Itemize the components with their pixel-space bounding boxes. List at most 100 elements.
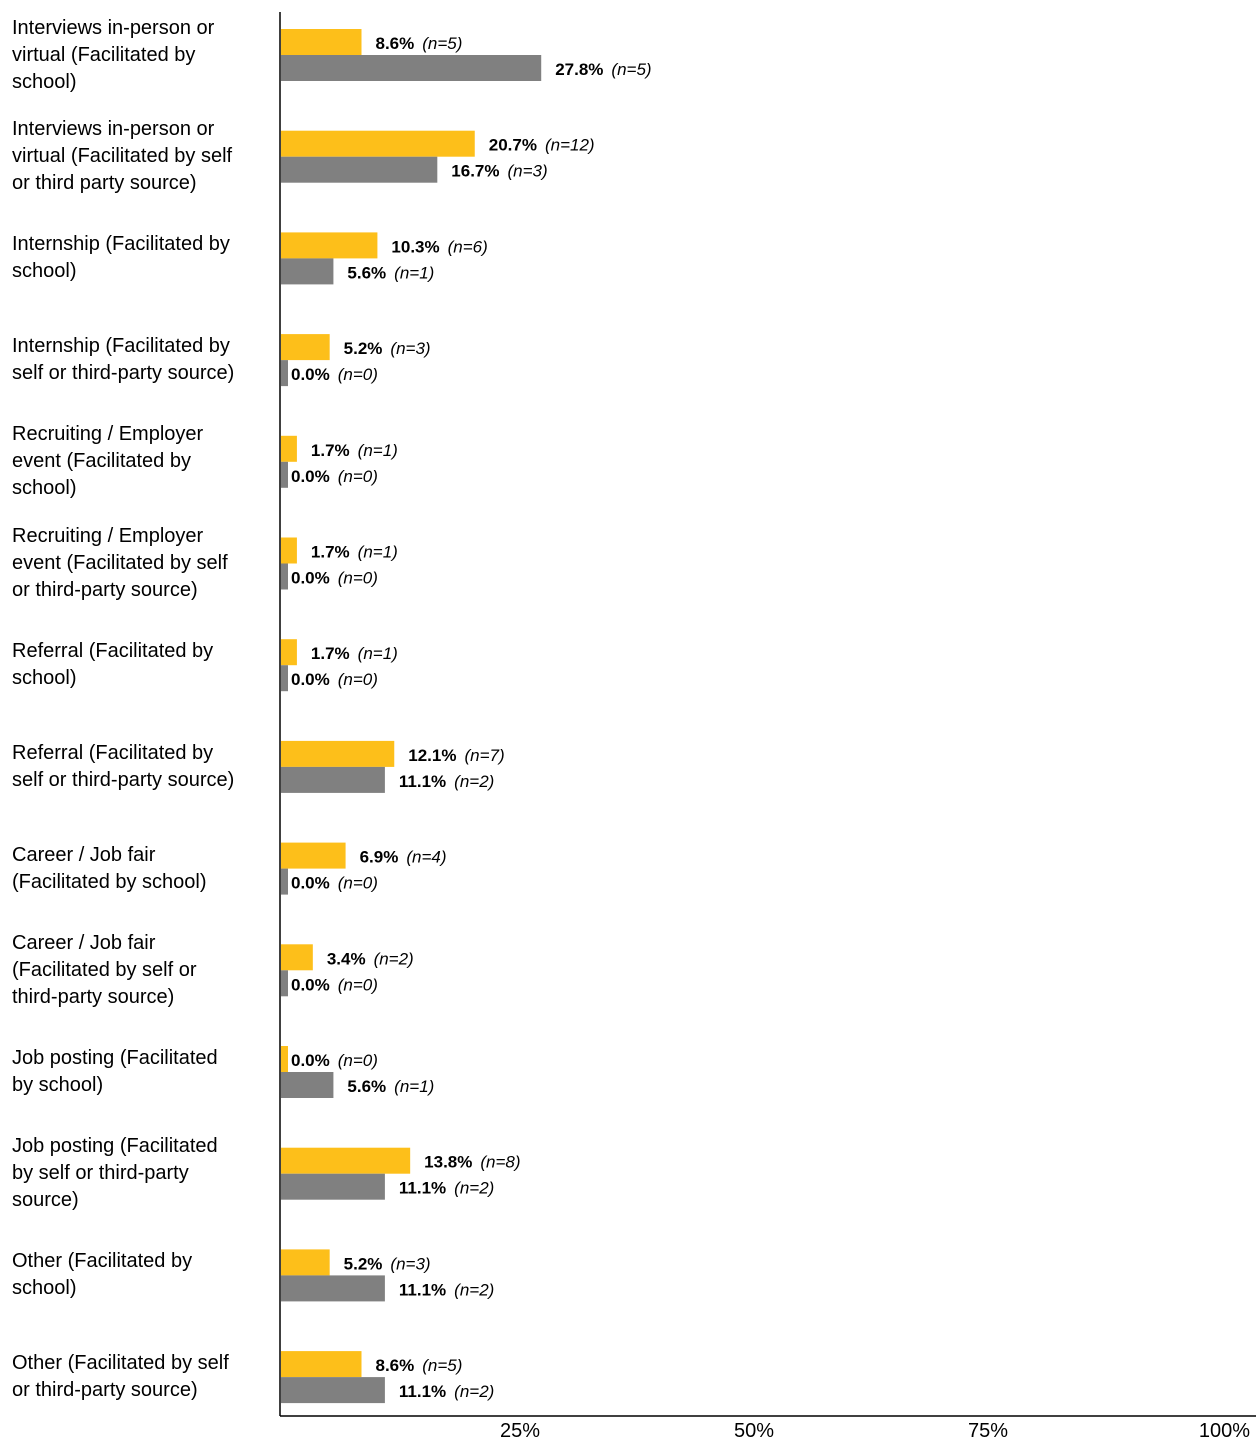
bar [281, 970, 288, 997]
n-label: (n=3) [390, 1254, 430, 1273]
bar [281, 868, 288, 895]
value-label: 13.8% [424, 1153, 472, 1172]
category-label: Job posting (Facilitated by self or thir… [12, 1135, 218, 1212]
category-label: Career / Job fair (Facilitated by self o… [12, 931, 197, 1008]
bar [281, 537, 297, 564]
value-label: 27.8% [555, 60, 603, 79]
n-label: (n=0) [338, 467, 378, 486]
value-label: 11.1% [399, 1179, 446, 1198]
data-label: 0.0% (n=0) [291, 874, 378, 893]
bar [281, 1275, 385, 1302]
bar [281, 1249, 330, 1276]
x-tick-label: 50% [733, 1420, 774, 1442]
category-label: Job posting (Facilitated by school) [12, 1047, 218, 1096]
bar [281, 665, 288, 692]
n-label: (n=12) [545, 136, 595, 155]
n-label: (n=0) [338, 670, 378, 689]
data-label: 1.7% (n=1) [311, 543, 398, 562]
data-label: 5.6% (n=1) [347, 263, 434, 282]
data-label: 0.0% (n=0) [291, 569, 378, 588]
n-label: (n=0) [338, 874, 378, 893]
category-label: Internship (Facilitated by school) [12, 233, 230, 283]
n-label: (n=5) [422, 1356, 462, 1375]
value-label: 0.0% [291, 975, 330, 994]
value-label: 11.1% [399, 1382, 446, 1401]
value-label: 8.6% [375, 1356, 414, 1375]
data-label: 12.1% (n=7) [408, 746, 504, 765]
data-label: 0.0% (n=0) [291, 365, 378, 384]
n-label: (n=1) [358, 644, 398, 663]
category-label: Interviews in-person or virtual (Facilit… [12, 118, 233, 195]
value-label: 0.0% [291, 467, 330, 486]
bar [281, 563, 288, 590]
bar [281, 1072, 334, 1098]
category-label: Recruiting / Employer event (Facilitated… [12, 525, 228, 601]
data-label: 0.0% (n=0) [291, 670, 378, 689]
value-label: 1.7% [311, 644, 350, 663]
value-label: 12.1% [408, 746, 456, 765]
n-label: (n=2) [454, 1280, 494, 1299]
x-tick-label: 75% [967, 1420, 1008, 1442]
category-label: Other (Facilitated by self or third-part… [12, 1352, 229, 1402]
n-label: (n=0) [338, 365, 378, 384]
data-label: 0.0% (n=0) [291, 467, 378, 486]
data-label: 1.7% (n=1) [311, 644, 398, 663]
value-label: 0.0% [291, 670, 330, 689]
bar [281, 1173, 385, 1200]
bar [281, 232, 378, 259]
value-label: 8.6% [375, 34, 414, 53]
category-label: Referral (Facilitated by school) [12, 640, 214, 690]
value-label: 11.1% [399, 1280, 446, 1299]
value-label: 1.7% [311, 441, 350, 460]
data-label: 11.1% (n=2) [399, 1179, 494, 1198]
value-label: 5.6% [347, 263, 386, 282]
value-label: 16.7% [451, 162, 499, 181]
bar [281, 944, 313, 971]
data-label: 20.7% (n=12) [489, 136, 595, 155]
data-label: 5.2% (n=3) [344, 339, 431, 358]
x-tick-label: 100% [1198, 1420, 1250, 1442]
n-label: (n=5) [611, 60, 651, 79]
n-label: (n=1) [358, 441, 398, 460]
data-label: 27.8% (n=5) [555, 60, 651, 79]
data-label: 0.0% (n=0) [291, 1051, 378, 1070]
value-label: 0.0% [291, 569, 330, 588]
value-label: 5.2% [344, 1254, 383, 1273]
bar [281, 1351, 362, 1378]
bar [281, 766, 385, 793]
bar [281, 639, 297, 666]
data-label: 0.0% (n=0) [291, 975, 378, 994]
category-label: Recruiting / Employer event (Facilitated… [12, 423, 204, 500]
n-label: (n=8) [480, 1153, 520, 1172]
value-label: 5.2% [344, 339, 383, 358]
bar [281, 1147, 411, 1174]
data-label: 8.6% (n=5) [375, 1356, 462, 1375]
n-label: (n=3) [390, 339, 430, 358]
data-label: 5.6% (n=1) [347, 1077, 434, 1096]
value-label: 11.1% [399, 772, 446, 791]
n-label: (n=1) [358, 543, 398, 562]
value-label: 5.6% [347, 1077, 386, 1096]
value-label: 6.9% [360, 848, 399, 867]
data-label: 11.1% (n=2) [399, 772, 494, 791]
bar [281, 1046, 288, 1072]
bar [281, 130, 475, 157]
x-tick-label: 25% [499, 1420, 540, 1442]
n-label: (n=2) [454, 1382, 494, 1401]
data-label: 13.8% (n=8) [424, 1153, 520, 1172]
data-label: 16.7% (n=3) [451, 162, 547, 181]
n-label: (n=0) [338, 569, 378, 588]
category-label: Interviews in-person or virtual (Facilit… [12, 16, 215, 93]
data-label: 5.2% (n=3) [344, 1254, 431, 1273]
n-label: (n=3) [508, 162, 548, 181]
bar [281, 435, 297, 462]
data-label: 11.1% (n=2) [399, 1382, 494, 1401]
n-label: (n=0) [338, 975, 378, 994]
n-label: (n=7) [464, 746, 504, 765]
bar [281, 55, 542, 81]
value-label: 10.3% [391, 237, 439, 256]
category-label: Other (Facilitated by school) [12, 1250, 193, 1300]
n-label: (n=2) [454, 772, 494, 791]
